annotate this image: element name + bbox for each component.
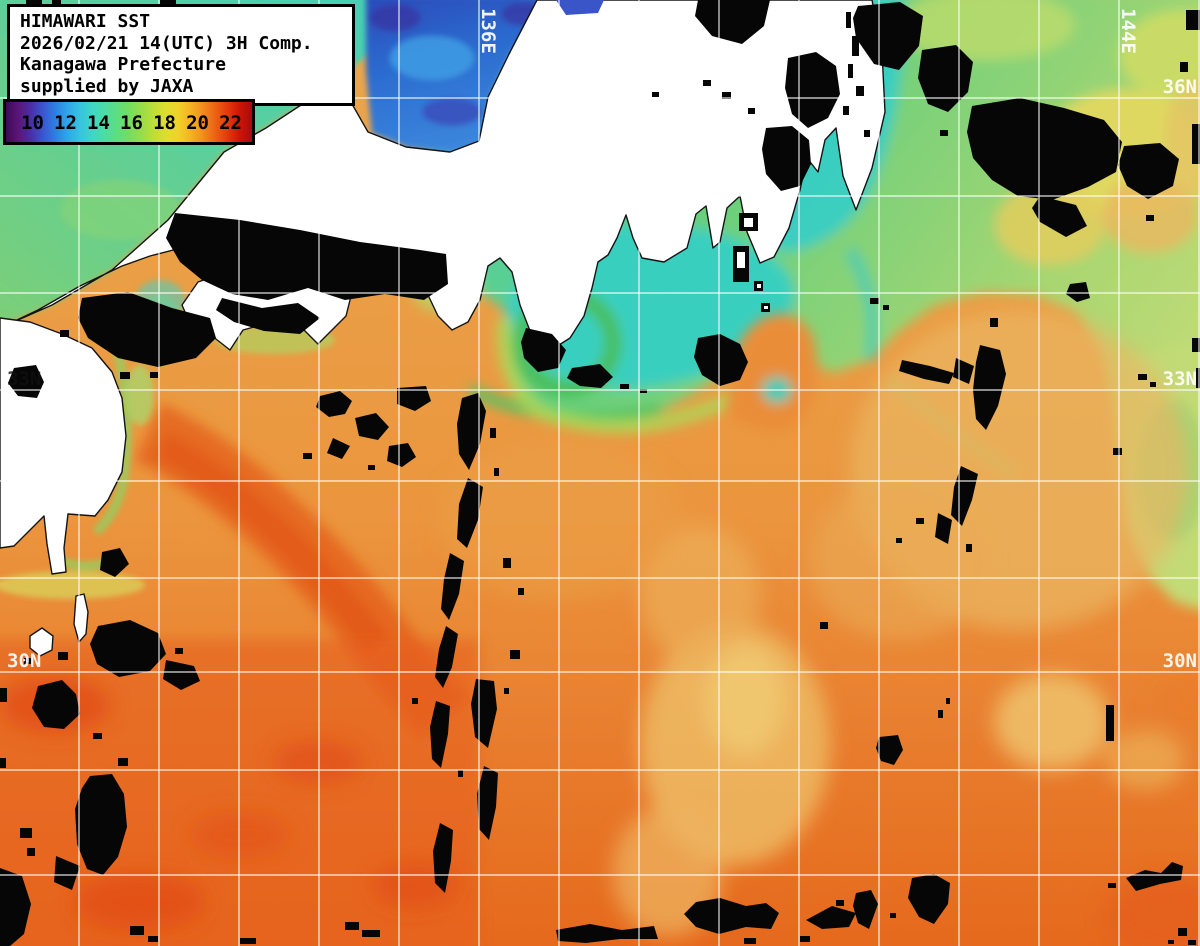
title-line-datetime: 2026/02/21 14(UTC) 3H Comp. <box>20 32 313 54</box>
geo-label: 33N <box>1163 368 1197 390</box>
title-line-source: supplied by JAXA <box>20 75 194 97</box>
geo-label: 144E <box>1117 8 1139 54</box>
geo-label: 33N <box>7 368 41 390</box>
colorbar-tick-labels: 10 12 14 16 18 20 22 <box>6 102 252 142</box>
title-line-region: Kanagawa Prefecture <box>20 54 226 75</box>
geo-label: 36N <box>1163 76 1197 98</box>
colorbar-tick: 14 <box>87 112 110 134</box>
geo-label-layer: 136E 144E 36N 33N 33N 30N 30N <box>7 8 1197 672</box>
colorbar-tick: 16 <box>120 112 143 134</box>
title-line-product: HIMAWARI SST <box>20 11 151 32</box>
temperature-colorbar: 10 12 14 16 18 20 22 <box>3 99 255 145</box>
geo-label: 30N <box>1163 650 1197 672</box>
colorbar-tick: 18 <box>153 112 176 134</box>
geo-label: 30N <box>7 650 41 672</box>
land-yakushima <box>29 627 54 657</box>
geo-label: 136E <box>477 8 499 54</box>
colorbar-tick: 10 <box>21 112 44 134</box>
izu-islands <box>733 213 770 312</box>
land-tanegashima <box>73 593 89 643</box>
colorbar-tick: 22 <box>219 112 242 134</box>
ocean-noto-sliver <box>556 0 604 15</box>
colorbar-tick: 12 <box>54 112 77 134</box>
colorbar-tick: 20 <box>186 112 209 134</box>
title-box: HIMAWARI SST 2026/02/21 14(UTC) 3H Comp.… <box>7 4 355 106</box>
